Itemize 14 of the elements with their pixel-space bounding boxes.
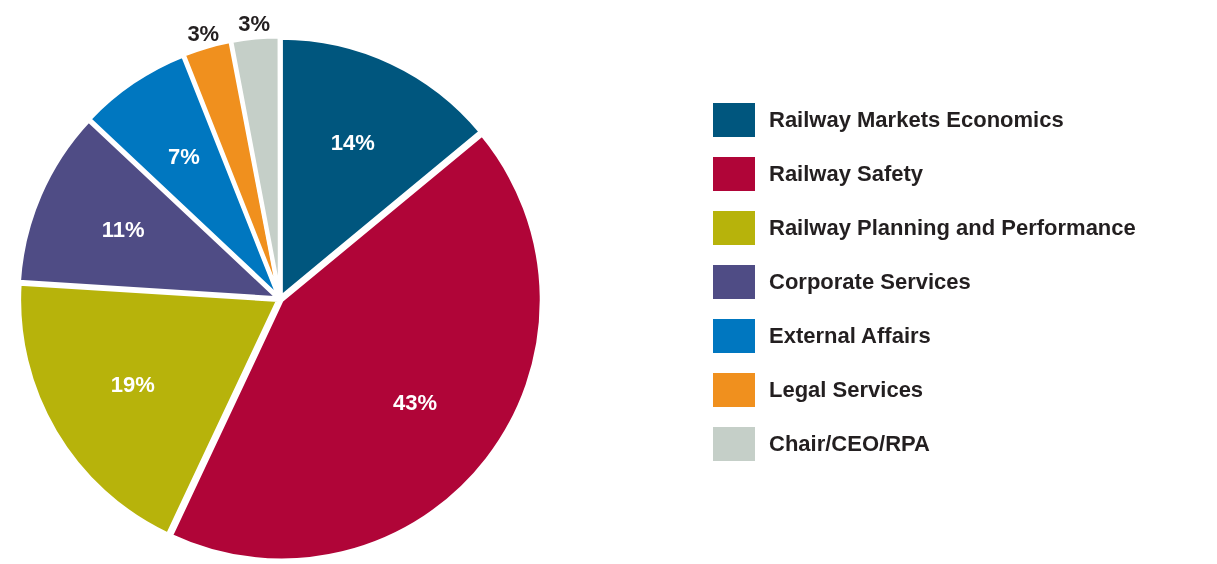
legend-label: Chair/CEO/RPA <box>769 431 930 457</box>
legend-label: Railway Safety <box>769 161 924 187</box>
legend-label: Railway Planning and Performance <box>769 215 1136 241</box>
data-label: 43% <box>393 389 438 415</box>
legend-label: External Affairs <box>769 323 931 349</box>
data-label: 19% <box>110 372 155 398</box>
data-label: 14% <box>330 130 375 156</box>
legend-label: Corporate Services <box>769 269 971 295</box>
legend-label: Legal Services <box>769 377 924 403</box>
data-label: 11% <box>101 217 145 243</box>
data-label: 3% <box>187 20 220 46</box>
data-label: 7% <box>168 143 200 169</box>
legend-label: Railway Markets Economics <box>769 107 1064 133</box>
data-label: 3% <box>238 11 271 37</box>
